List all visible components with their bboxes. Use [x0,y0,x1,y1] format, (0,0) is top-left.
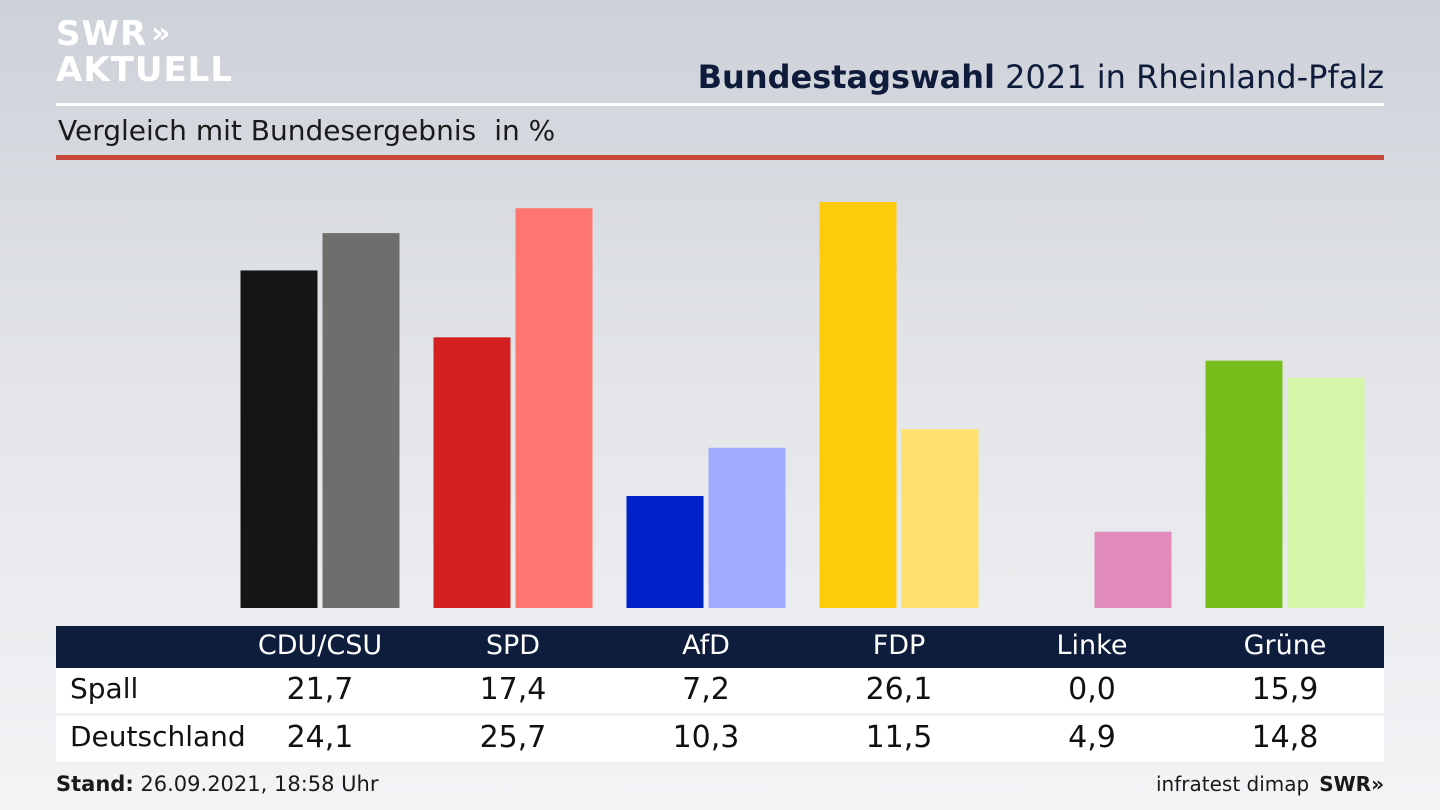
row-label-spall: Spall [70,672,139,705]
value-spall-fdp: 26,1 [865,672,933,707]
value-deutschland-linke: 4,9 [1068,720,1116,755]
title-bold: Bundestagswahl [697,58,995,96]
value-deutschland-cdu-csu: 24,1 [286,720,354,755]
swr-aktuell-logo: SWR» AKTUELL [56,16,233,88]
chart-subtitle: Vergleich mit Bundesergebnis in % [58,114,555,147]
logo-line-2: AKTUELL [56,50,234,90]
value-spall-cdu-csu: 21,7 [286,672,354,707]
value-deutschland-afd: 10,3 [672,720,740,755]
table-row-deutschland: Deutschland 24,1 25,7 10,3 11,5 4,9 14,8 [56,716,1384,762]
row-label-deutschland: Deutschland [70,720,246,753]
table-row-spall: Spall 21,7 17,4 7,2 26,1 0,0 15,9 [56,668,1384,713]
value-deutschland-spd: 25,7 [479,720,547,755]
bar-afd-deutschland [708,447,786,608]
timestamp: Stand: 26.09.2021, 18:58 Uhr [56,772,379,796]
bar-linke-deutschland [1094,531,1172,608]
stand-label: Stand: [56,772,134,796]
page-title: Bundestagswahl 2021 in Rheinland-Pfalz [698,58,1384,96]
value-spall-spd: 17,4 [479,672,547,707]
footer-brand: SWR» [1319,772,1384,796]
source-text: infratest dimap [1156,772,1310,796]
value-deutschland-gr-ne: 14,8 [1251,720,1319,755]
column-header-gr-ne: Grüne [1243,630,1327,661]
value-deutschland-fdp: 11,5 [865,720,933,755]
title-rest: 2021 in Rheinland-Pfalz [995,58,1384,96]
column-header-fdp: FDP [872,630,926,661]
bar-spd-deutschland [515,208,593,608]
bar-fdp-deutschland [901,429,979,608]
bar-afd-spall [626,496,704,608]
bar-gr-ne-deutschland [1287,377,1365,608]
subtitle-text: Vergleich mit Bundesergebnis [58,114,477,147]
unit-label: in % [494,114,556,147]
column-header-cdu-csu: CDU/CSU [257,630,383,661]
value-spall-gr-ne: 15,9 [1251,672,1319,707]
value-spall-afd: 7,2 [682,672,730,707]
stand-value: 26.09.2021, 18:58 Uhr [133,772,379,796]
bar-gr-ne-spall [1205,360,1283,608]
bar-cdu-csu-spall [240,270,318,608]
source-credit: infratest dimap SWR» [1156,772,1384,796]
bar-spd-spall [433,337,511,608]
accent-divider [56,155,1384,160]
party-header-row: CDU/CSU SPD AfD FDP Linke Grüne [56,626,1384,668]
column-header-linke: Linke [1056,630,1128,661]
column-header-spd: SPD [485,630,541,661]
column-header-afd: AfD [682,630,730,661]
bar-cdu-csu-deutschland [322,233,400,608]
logo-line-1: SWR [56,14,148,54]
value-spall-linke: 0,0 [1068,672,1116,707]
bar-fdp-spall [819,202,897,608]
title-divider [56,103,1384,106]
